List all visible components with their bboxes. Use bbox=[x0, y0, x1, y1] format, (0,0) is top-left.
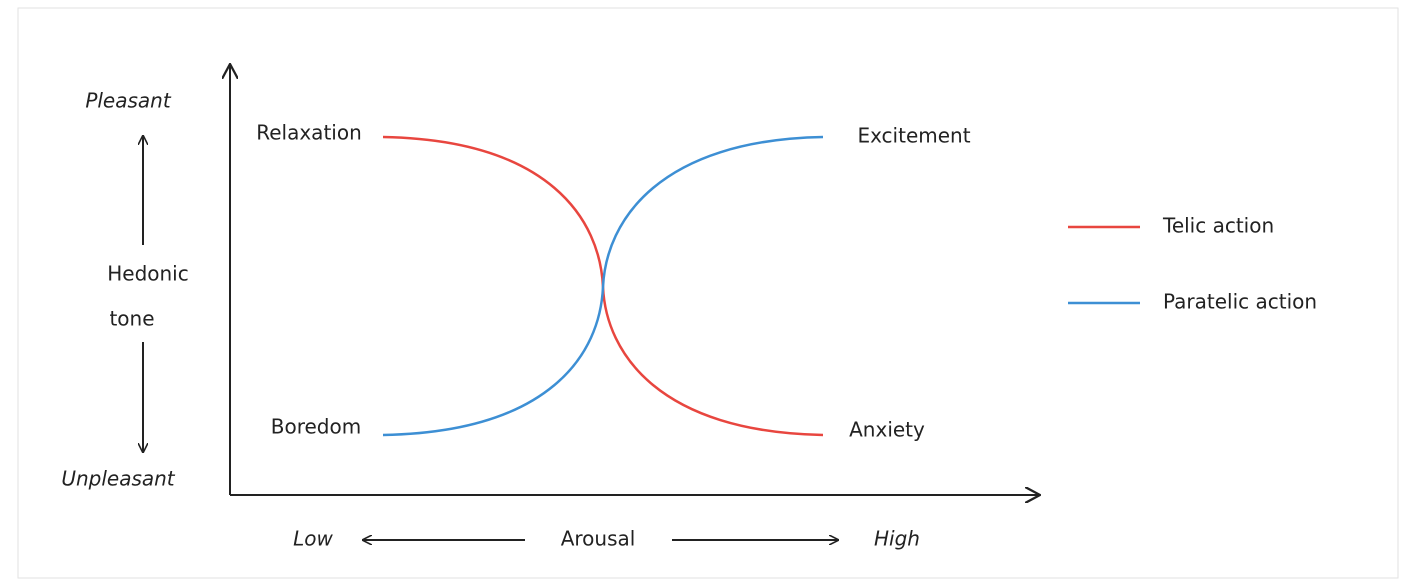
y-axis-label: tone bbox=[109, 307, 154, 331]
y-bottom-label: Unpleasant bbox=[61, 467, 175, 491]
state-label: Anxiety bbox=[849, 418, 925, 442]
frame bbox=[17, 7, 1399, 579]
y-axis-label: Hedonic bbox=[107, 262, 189, 286]
y-top-label: Pleasant bbox=[85, 89, 172, 113]
state-label: Relaxation bbox=[256, 121, 362, 145]
legend-label: Paratelic action bbox=[1163, 290, 1317, 314]
x-right-label: High bbox=[874, 527, 920, 551]
paratelic-curve bbox=[382, 135, 824, 437]
state-label: Boredom bbox=[271, 415, 361, 439]
state-label: Excitement bbox=[857, 124, 970, 148]
x-axis-label: Arousal bbox=[561, 527, 636, 551]
legend-label: Telic action bbox=[1162, 214, 1274, 238]
x-left-label: Low bbox=[293, 527, 333, 551]
